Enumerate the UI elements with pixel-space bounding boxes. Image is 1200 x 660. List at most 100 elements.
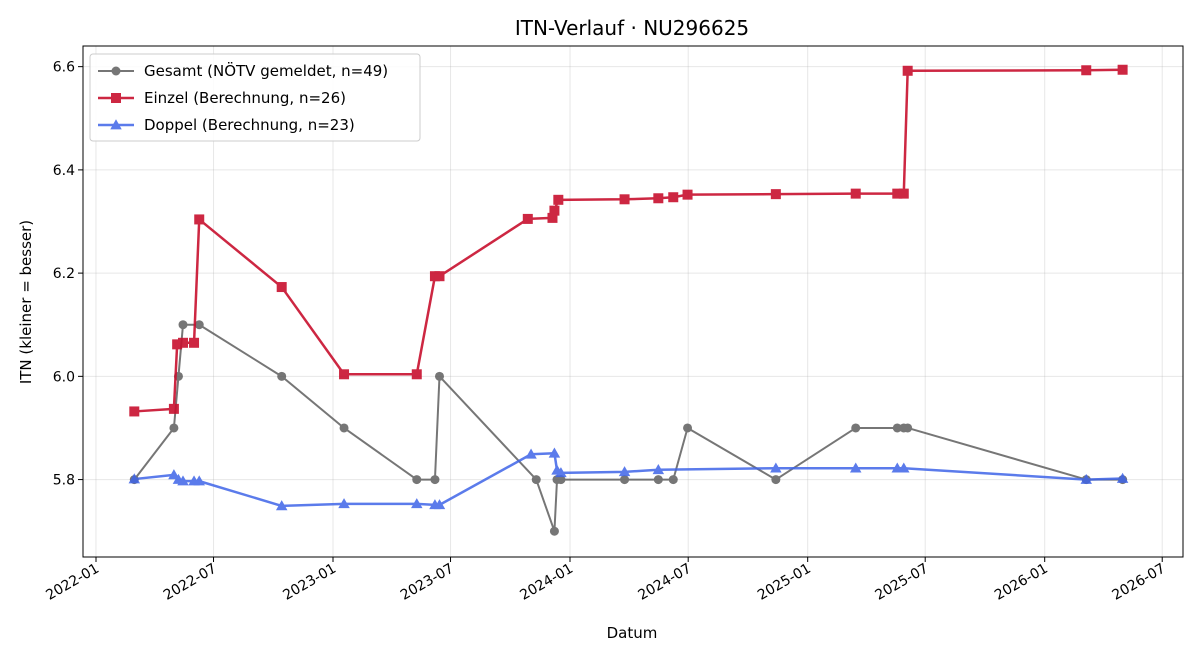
data-point bbox=[770, 462, 782, 473]
data-point bbox=[168, 469, 180, 480]
data-point bbox=[849, 462, 862, 473]
data-point bbox=[902, 65, 913, 76]
data-point bbox=[411, 369, 422, 380]
chart-title: ITN-Verlauf · NU296625 bbox=[515, 16, 749, 40]
data-point bbox=[189, 337, 200, 348]
data-point bbox=[892, 423, 902, 433]
data-point bbox=[129, 406, 140, 417]
x-axis-label: Datum bbox=[607, 624, 658, 642]
data-point bbox=[1117, 64, 1128, 75]
data-point bbox=[555, 467, 567, 478]
data-point bbox=[652, 464, 665, 475]
data-point bbox=[433, 499, 446, 510]
data-point bbox=[1116, 472, 1129, 483]
data-point bbox=[683, 423, 693, 433]
data-point bbox=[1081, 65, 1092, 76]
x-tick-label: 2025-01 bbox=[755, 561, 814, 604]
data-point bbox=[850, 188, 861, 199]
series-3 bbox=[128, 447, 1129, 511]
series-2 bbox=[129, 64, 1128, 417]
data-point bbox=[178, 337, 188, 348]
data-point bbox=[1080, 473, 1092, 484]
data-point bbox=[531, 475, 541, 485]
y-tick-label: 6.6 bbox=[53, 60, 75, 76]
data-point bbox=[771, 475, 781, 485]
data-point bbox=[111, 93, 121, 103]
data-point bbox=[193, 475, 205, 486]
x-tick-label: 2023-01 bbox=[280, 561, 339, 604]
data-point bbox=[169, 423, 179, 433]
data-point bbox=[339, 423, 349, 433]
data-point bbox=[620, 475, 630, 485]
data-point bbox=[110, 119, 122, 130]
y-axis-label: ITN (kleiner = besser) bbox=[17, 220, 35, 384]
data-point bbox=[898, 188, 909, 199]
data-point bbox=[668, 475, 678, 485]
x-tick-label: 2023-07 bbox=[398, 561, 457, 604]
y-tick-label: 5.8 bbox=[53, 473, 75, 489]
data-point bbox=[522, 213, 533, 224]
data-point bbox=[549, 526, 559, 536]
data-point bbox=[618, 466, 631, 477]
data-point bbox=[547, 212, 558, 223]
x-tick-label: 2025-07 bbox=[873, 561, 932, 604]
x-tick-label: 2024-01 bbox=[517, 561, 576, 604]
x-tick-label: 2022-07 bbox=[161, 561, 220, 604]
data-point bbox=[434, 371, 444, 381]
legend-entry bbox=[98, 66, 134, 76]
data-point bbox=[525, 448, 537, 459]
data-point bbox=[128, 473, 141, 484]
series-1 bbox=[129, 320, 1128, 536]
y-tick-label: 6.4 bbox=[53, 163, 75, 179]
legend-label: Gesamt (NÖTV gemeldet, n=49) bbox=[144, 61, 388, 80]
data-point bbox=[411, 498, 423, 509]
data-point bbox=[194, 320, 204, 330]
y-tick-label: 6.0 bbox=[53, 369, 75, 385]
data-point bbox=[275, 500, 288, 511]
data-point bbox=[434, 271, 445, 282]
legend-label: Einzel (Berechnung, n=26) bbox=[144, 89, 346, 107]
data-point bbox=[903, 423, 913, 433]
data-point bbox=[549, 205, 560, 216]
data-point bbox=[338, 498, 350, 509]
data-point bbox=[277, 371, 287, 381]
data-point bbox=[178, 320, 188, 330]
data-point bbox=[653, 193, 664, 204]
data-point bbox=[339, 369, 350, 380]
legend: Gesamt (NÖTV gemeldet, n=49) Einzel (Bere… bbox=[89, 53, 421, 142]
x-tick-label: 2022-01 bbox=[43, 561, 102, 604]
plot-frame bbox=[82, 45, 1184, 558]
data-point bbox=[276, 282, 287, 293]
data-point bbox=[412, 475, 422, 485]
x-tick-label: 2024-07 bbox=[636, 561, 695, 604]
data-point bbox=[553, 194, 564, 205]
data-point bbox=[172, 339, 183, 350]
y-tick-label: 6.2 bbox=[53, 266, 75, 282]
data-point bbox=[168, 403, 179, 414]
data-point bbox=[682, 189, 693, 200]
data-point bbox=[851, 423, 861, 433]
data-point bbox=[770, 189, 781, 200]
data-point bbox=[898, 462, 910, 473]
legend-box bbox=[89, 53, 421, 142]
data-point bbox=[668, 192, 679, 203]
data-point bbox=[619, 194, 630, 205]
series-line bbox=[133, 323, 1123, 533]
series-lines bbox=[128, 64, 1129, 536]
x-tick-label: 2026-07 bbox=[1110, 561, 1169, 604]
x-axis: 2022-01 2022-07 2023-01 2023-07 2024-01 2024-… bbox=[43, 557, 1168, 604]
data-point bbox=[653, 475, 663, 485]
data-point bbox=[892, 188, 903, 199]
data-point bbox=[111, 66, 121, 76]
data-point bbox=[194, 214, 205, 225]
y-axis: 5.8 6.0 6.2 6.4 6.6 bbox=[53, 60, 83, 489]
legend-entry bbox=[98, 93, 134, 103]
legend-entry bbox=[98, 119, 134, 130]
data-point bbox=[430, 475, 440, 485]
data-point bbox=[548, 447, 561, 458]
data-point bbox=[177, 475, 189, 486]
legend-label: Doppel (Berechnung, n=23) bbox=[144, 116, 355, 134]
x-tick-label: 2026-01 bbox=[992, 561, 1051, 604]
data-point bbox=[556, 475, 566, 485]
